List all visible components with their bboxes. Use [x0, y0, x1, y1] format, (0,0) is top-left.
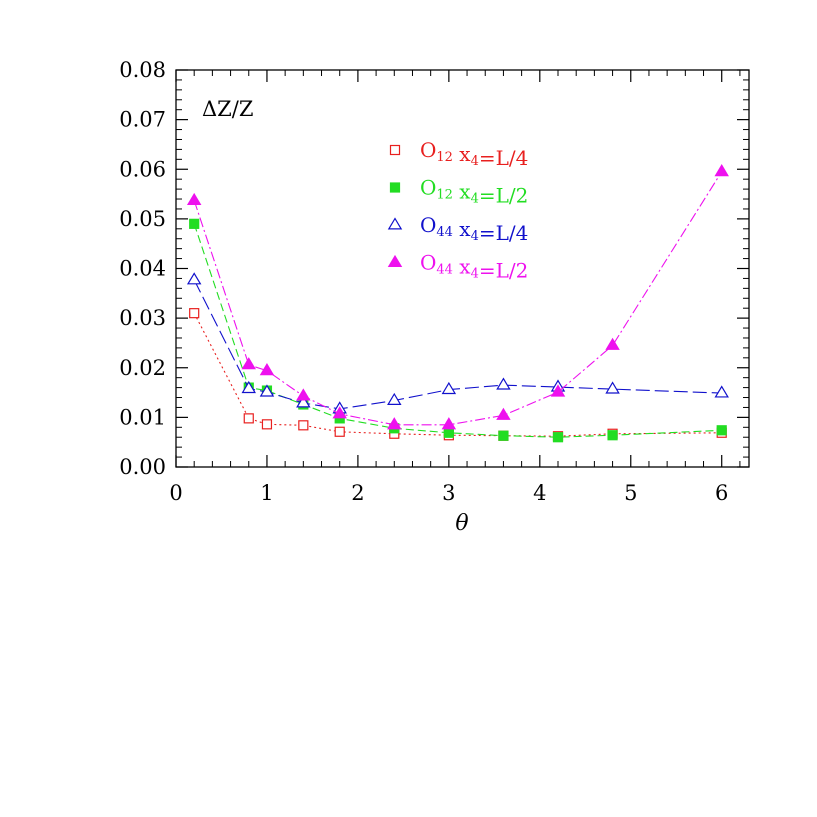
series-line	[193, 171, 723, 426]
y-tick-label: 0.01	[119, 405, 166, 429]
legend-text: x	[453, 217, 471, 241]
data-point	[332, 406, 347, 419]
legend-subscript: 12	[436, 150, 453, 165]
data-point	[498, 430, 509, 441]
legend-subscript: 12	[436, 188, 453, 203]
data-point	[552, 432, 564, 443]
series-4	[186, 164, 729, 430]
legend-marker	[389, 182, 401, 193]
legend-label: O44 x4=L/4	[420, 213, 528, 245]
legend-entry: O12 x4=L/2	[389, 176, 528, 208]
legend-subscript: 4	[471, 229, 479, 244]
x-tick-label: 1	[260, 481, 273, 505]
x-tick-label: 5	[624, 481, 637, 505]
y-tick-label: 0.06	[119, 157, 166, 181]
legend-subscript: 44	[436, 225, 453, 240]
series-2	[189, 218, 727, 443]
x-axis-label: θ	[455, 511, 468, 536]
data-point	[186, 192, 202, 206]
plot-annotation: ΔZ/Z	[202, 97, 253, 121]
legend-label: O44 x4=L/2	[420, 251, 528, 283]
legend-text: x	[453, 142, 471, 166]
series-layer	[186, 164, 729, 443]
data-point	[605, 337, 620, 350]
y-tick-label: 0.03	[119, 306, 166, 330]
data-point	[441, 417, 457, 430]
data-point	[496, 377, 511, 390]
legend-text: O	[420, 251, 436, 275]
data-point	[550, 384, 566, 397]
x-tick-label: 0	[169, 481, 182, 505]
data-point	[298, 420, 309, 431]
data-point	[607, 430, 618, 441]
data-point	[296, 395, 311, 408]
x-tick-label: 2	[351, 481, 364, 505]
data-point	[496, 407, 511, 420]
data-point	[241, 380, 256, 394]
legend-label: O12 x4=L/4	[420, 138, 528, 170]
legend-text: x	[453, 255, 471, 279]
data-point	[261, 419, 273, 430]
legend-text: O	[420, 176, 436, 200]
legend-entry: O44 x4=L/2	[387, 251, 528, 283]
legend-marker	[387, 217, 403, 230]
data-point	[441, 381, 457, 395]
y-tick-label: 0.00	[119, 455, 166, 479]
data-point	[387, 417, 402, 430]
y-tick-label: 0.02	[119, 356, 166, 380]
series-3	[186, 272, 729, 414]
data-point	[186, 272, 202, 285]
data-point	[714, 385, 729, 398]
y-tick-label: 0.04	[119, 257, 166, 281]
y-tick-label: 0.05	[119, 207, 166, 231]
y-tick-label: 0.08	[119, 58, 166, 82]
legend-marker	[387, 254, 403, 267]
legend-subscript: 4	[471, 154, 479, 169]
data-point	[259, 384, 275, 397]
legend-text: x	[453, 180, 471, 204]
x-tick-label: 3	[442, 481, 455, 505]
legend-text: =L/4	[479, 221, 529, 245]
legend-subscript: 4	[471, 267, 479, 282]
series-line	[193, 279, 722, 410]
legend-subscript: 4	[471, 192, 479, 207]
legend-text: =L/2	[479, 259, 529, 283]
legend-text: O	[420, 138, 436, 162]
data-point	[714, 164, 729, 177]
legend-marker	[389, 144, 401, 156]
y-tick-label: 0.07	[119, 108, 166, 132]
legend-label: O12 x4=L/2	[420, 176, 528, 208]
y-tick-labels: 0.00 0.01 0.02 0.03 0.04 0.05 0.06 0.07 0.08	[119, 58, 166, 479]
legend-entry: O44 x4=L/4	[387, 213, 528, 245]
x-tick-label: 4	[533, 481, 546, 505]
data-point	[189, 308, 200, 319]
data-point	[296, 388, 311, 401]
axis-ticks	[175, 69, 749, 468]
data-point	[605, 381, 620, 394]
data-point	[189, 218, 200, 229]
x-tick-labels: 0 1 2 3 4 5 6	[169, 481, 728, 505]
x-tick-label: 6	[715, 481, 728, 505]
data-point	[243, 413, 254, 424]
data-point	[259, 363, 275, 376]
legend-subscript: 44	[436, 263, 453, 278]
data-point	[334, 426, 345, 437]
data-point	[443, 427, 454, 438]
legend-text: O	[420, 213, 436, 237]
legend-entry: O12 x4=L/4	[389, 138, 528, 170]
legend-text: =L/2	[479, 184, 529, 208]
data-point	[241, 357, 256, 370]
data-point	[387, 392, 402, 406]
data-point	[716, 425, 727, 436]
legend-text: =L/4	[479, 146, 529, 170]
